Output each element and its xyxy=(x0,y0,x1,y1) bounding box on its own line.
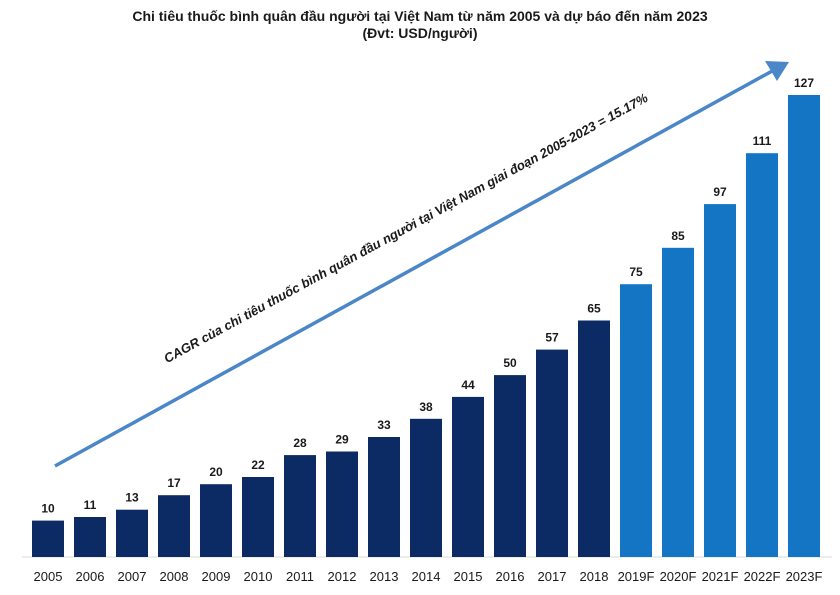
data-label-2006: 11 xyxy=(84,498,97,512)
data-label-2016: 50 xyxy=(503,356,517,370)
data-label-2014: 38 xyxy=(419,400,433,414)
bar-2012 xyxy=(326,451,358,557)
x-tick-label-2015: 2015 xyxy=(454,569,483,584)
bar-2021F xyxy=(704,204,736,557)
data-label-2018: 65 xyxy=(587,302,601,316)
bar-2019F xyxy=(620,284,652,557)
data-label-2022F: 111 xyxy=(753,134,772,148)
data-label-2019F: 75 xyxy=(629,265,643,279)
data-label-2008: 17 xyxy=(167,476,181,490)
trend-arrow-line xyxy=(54,68,775,468)
x-tick-label-2023F: 2023F xyxy=(786,569,823,584)
data-label-2011: 28 xyxy=(293,436,307,450)
x-tick-label-2021F: 2021F xyxy=(702,569,739,584)
x-tick-label-2009: 2009 xyxy=(202,569,231,584)
x-tick-label-2006: 2006 xyxy=(76,569,105,584)
bar-2023F xyxy=(788,95,820,557)
bar-2011 xyxy=(284,455,316,557)
bar-2014 xyxy=(410,418,442,557)
bar-2008 xyxy=(158,495,190,557)
data-label-2009: 20 xyxy=(209,465,223,479)
data-label-2015: 44 xyxy=(461,378,475,392)
x-tick-label-2012: 2012 xyxy=(328,569,357,584)
x-tick-label-2022F: 2022F xyxy=(744,569,781,584)
x-tick-label-2017: 2017 xyxy=(538,569,567,584)
bar-2013 xyxy=(368,437,400,557)
x-tick-label-2008: 2008 xyxy=(160,569,189,584)
bars-layer: 10 2005 11 2006 13 2007 17 2008 20 2009 22 2010 28 20… xyxy=(32,76,822,584)
bar-2020F xyxy=(662,247,694,558)
x-tick-label-2010: 2010 xyxy=(244,569,273,584)
x-tick-label-2005: 2005 xyxy=(34,569,63,584)
data-label-2005: 10 xyxy=(41,502,55,516)
data-label-2023F: 127 xyxy=(794,76,814,90)
trend-arrow-head xyxy=(765,61,789,81)
bar-2010 xyxy=(242,477,274,557)
x-tick-label-2016: 2016 xyxy=(496,569,525,584)
trend-arrow xyxy=(54,61,789,468)
data-label-2020F: 85 xyxy=(671,229,685,243)
bar-2022F xyxy=(746,153,778,557)
data-label-2010: 22 xyxy=(251,458,265,472)
x-tick-label-2007: 2007 xyxy=(118,569,147,584)
data-label-2007: 13 xyxy=(125,491,139,505)
bar-2006 xyxy=(74,517,106,557)
data-label-2017: 57 xyxy=(545,331,559,345)
bar-2007 xyxy=(116,509,148,557)
x-tick-label-2014: 2014 xyxy=(412,569,441,584)
data-label-2021F: 97 xyxy=(713,185,727,199)
bar-2016 xyxy=(494,375,526,557)
bar-2017 xyxy=(536,349,568,557)
bar-2005 xyxy=(32,520,64,557)
x-tick-label-2011: 2011 xyxy=(286,569,314,584)
chart-title-block: Chi tiêu thuốc bình quân đầu người tại V… xyxy=(0,8,840,42)
data-label-2012: 29 xyxy=(335,433,349,447)
x-tick-label-2013: 2013 xyxy=(370,569,399,584)
chart-subtitle: (Đvt: USD/người) xyxy=(362,25,478,41)
cagr-annotation: CAGR của chi tiêu thuốc bình quân đầu ng… xyxy=(161,90,650,366)
data-label-2013: 33 xyxy=(377,418,391,432)
bar-2009 xyxy=(200,484,232,557)
bar-2018 xyxy=(578,320,610,557)
x-tick-label-2020F: 2020F xyxy=(660,569,697,584)
chart-title: Chi tiêu thuốc bình quân đầu người tại V… xyxy=(132,8,708,24)
x-tick-label-2019F: 2019F xyxy=(618,569,655,584)
bar-2015 xyxy=(452,396,484,557)
x-tick-label-2018: 2018 xyxy=(580,569,609,584)
